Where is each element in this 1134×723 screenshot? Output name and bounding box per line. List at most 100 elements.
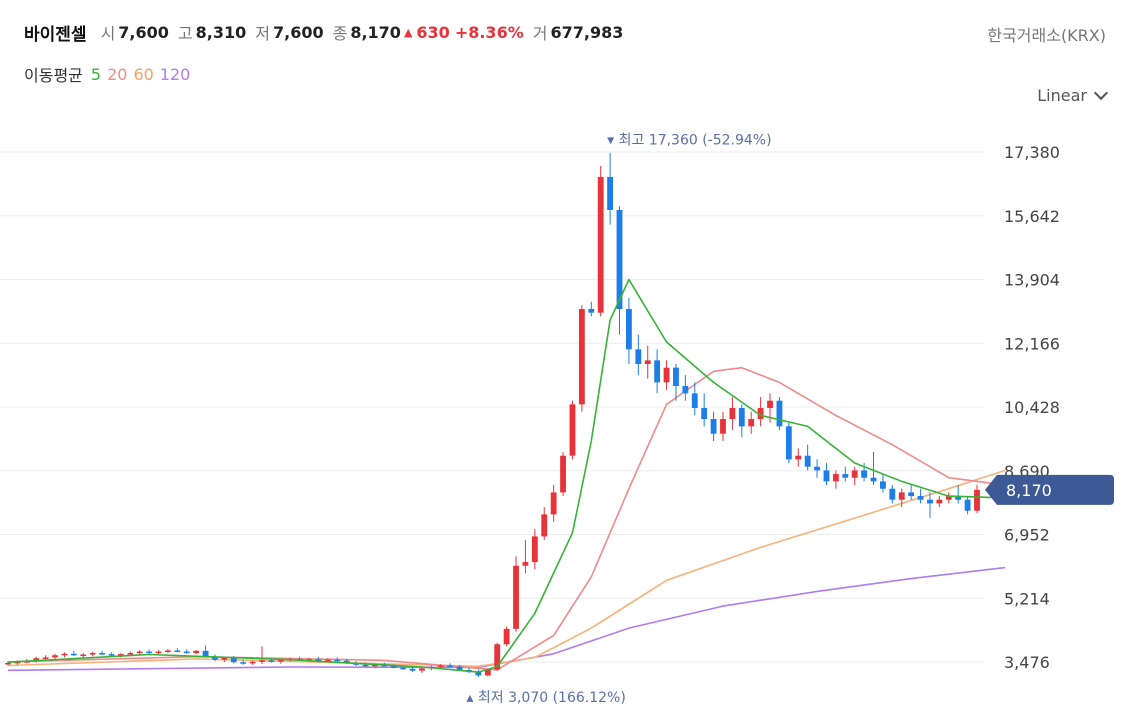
candle-body bbox=[927, 499, 933, 504]
candle-body bbox=[240, 662, 247, 664]
candle-body bbox=[720, 419, 726, 434]
candle-body bbox=[221, 657, 228, 660]
low-annotation: ▴ 최저 3,070 (166.12%) bbox=[466, 690, 625, 706]
candle bbox=[917, 488, 924, 504]
change-percent: +8.36% bbox=[454, 22, 524, 42]
candle bbox=[80, 653, 87, 658]
candle bbox=[249, 660, 256, 665]
candle bbox=[240, 659, 247, 665]
high-annotation: ▾ 최고 17,360 (-52.94%) bbox=[607, 133, 771, 149]
annotations: ▾ 최고 17,360 (-52.94%) ▴ 최저 3,070 (166.12%… bbox=[466, 133, 771, 706]
candle bbox=[616, 206, 623, 335]
y-tick-label: 12,166 bbox=[1004, 334, 1060, 353]
candle-body bbox=[785, 426, 792, 460]
candle bbox=[541, 507, 548, 541]
ma120-legend[interactable]: 120 bbox=[159, 64, 191, 84]
candle bbox=[89, 651, 96, 657]
candle bbox=[654, 349, 661, 394]
candle-body bbox=[560, 455, 566, 493]
candle bbox=[560, 452, 566, 497]
candle-body bbox=[259, 660, 265, 662]
candle-body bbox=[531, 536, 538, 563]
candle bbox=[578, 305, 585, 412]
candle bbox=[908, 485, 915, 500]
candle-body bbox=[117, 654, 124, 656]
candle bbox=[202, 645, 209, 657]
candle bbox=[974, 484, 980, 513]
candle-body bbox=[823, 470, 830, 482]
candle bbox=[447, 663, 454, 668]
change-value: 630 bbox=[416, 22, 450, 42]
candle-body bbox=[390, 665, 397, 668]
y-tick-label: 5,214 bbox=[1004, 589, 1050, 608]
candle-body bbox=[588, 308, 595, 313]
candle-body bbox=[174, 650, 181, 652]
ma5-line-path bbox=[7, 278, 1006, 673]
candle bbox=[927, 492, 933, 519]
price-header: 바이젠셀 시 7,600 고 8,310 저 7,600 종 8,170 ▲ 6… bbox=[24, 18, 632, 46]
candle-body bbox=[673, 367, 679, 387]
current-price-tag: 8,170 bbox=[985, 474, 1114, 505]
candle-body bbox=[644, 360, 651, 365]
candle-body bbox=[136, 651, 143, 654]
candle-body bbox=[268, 660, 275, 662]
candle bbox=[315, 657, 322, 662]
candle-body bbox=[409, 668, 416, 671]
candle bbox=[757, 397, 764, 427]
candle-body bbox=[917, 496, 924, 500]
ma60-legend[interactable]: 60 bbox=[133, 64, 154, 84]
ma20-line-path bbox=[7, 366, 1006, 671]
candle-body bbox=[419, 668, 425, 671]
candle-body bbox=[635, 349, 642, 365]
candle-body bbox=[710, 419, 717, 434]
candle-body bbox=[456, 666, 463, 670]
ma-legend-title[interactable]: 이동평균 bbox=[24, 66, 83, 85]
candle bbox=[183, 649, 190, 654]
candle-body bbox=[889, 488, 896, 500]
candle-body bbox=[597, 176, 604, 313]
y-tick-label: 6,952 bbox=[1004, 526, 1050, 545]
scale-selector-label: Linear bbox=[1037, 86, 1087, 105]
candle-body bbox=[842, 474, 849, 478]
candle-body bbox=[691, 393, 698, 409]
volume-value: 677,983 bbox=[550, 22, 624, 42]
candle-body bbox=[541, 514, 548, 537]
candle-body bbox=[870, 477, 877, 482]
candle bbox=[522, 540, 529, 574]
candle-body bbox=[33, 658, 40, 662]
candle-body bbox=[165, 650, 171, 652]
ma20-legend[interactable]: 20 bbox=[107, 64, 128, 84]
candle-body bbox=[795, 455, 802, 460]
candle-body bbox=[99, 653, 105, 655]
candle bbox=[814, 459, 820, 478]
y-tick-label: 10,428 bbox=[1004, 398, 1060, 417]
volume-label: 거 bbox=[532, 24, 548, 43]
candle-body bbox=[447, 665, 454, 668]
candle bbox=[898, 488, 905, 508]
open-label: 시 bbox=[100, 24, 116, 43]
candle bbox=[738, 404, 745, 438]
ma5-legend[interactable]: 5 bbox=[90, 64, 102, 84]
candle bbox=[531, 529, 538, 570]
candle-body bbox=[362, 664, 369, 667]
candle bbox=[832, 470, 839, 489]
candle-body bbox=[748, 419, 755, 427]
candle bbox=[635, 334, 642, 376]
scale-selector[interactable]: Linear bbox=[1037, 85, 1109, 105]
candle bbox=[823, 463, 830, 486]
candle bbox=[720, 411, 726, 442]
candle bbox=[61, 652, 68, 658]
candle bbox=[691, 382, 698, 416]
up-triangle-icon: ▲ bbox=[403, 25, 413, 39]
candle bbox=[625, 297, 632, 365]
candle-body bbox=[898, 492, 905, 500]
candle-body bbox=[814, 466, 820, 471]
stock-name[interactable]: 바이젠셀 bbox=[24, 24, 87, 45]
candle-body bbox=[964, 499, 971, 511]
exchange-name: 한국거래소(KRX) bbox=[987, 26, 1106, 45]
candle-body bbox=[908, 492, 915, 497]
candle bbox=[673, 364, 679, 401]
candle bbox=[945, 492, 952, 504]
candle-body bbox=[5, 662, 11, 665]
